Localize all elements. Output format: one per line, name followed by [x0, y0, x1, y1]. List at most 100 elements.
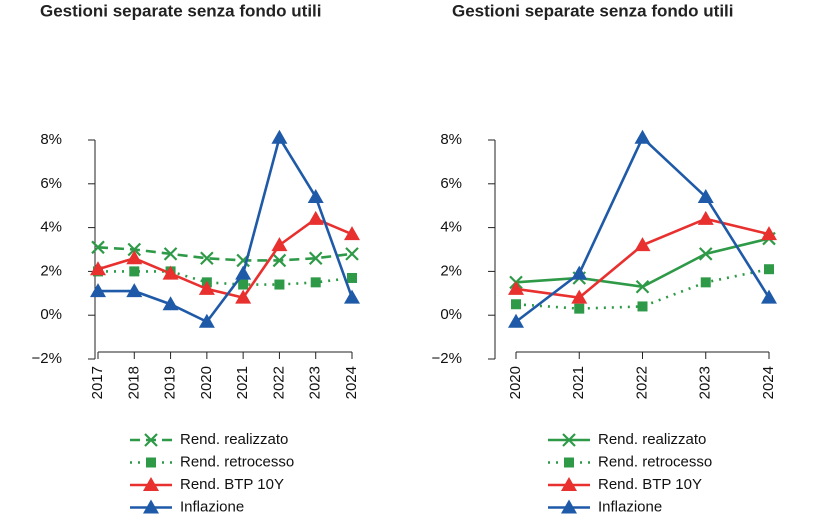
- marker: [635, 279, 650, 294]
- y-tick-label: 0%: [440, 306, 462, 323]
- series-line: [98, 270, 353, 286]
- x-tick-label: 2024: [760, 366, 777, 399]
- marker: [561, 477, 577, 491]
- x-tick-label: 2022: [633, 366, 650, 399]
- x-tick-label: 2021: [570, 366, 587, 399]
- y-tick-label: 4%: [440, 219, 462, 236]
- y-tick-label: 0%: [40, 306, 62, 323]
- x-tick-label: 2020: [198, 366, 215, 399]
- marker: [146, 457, 156, 468]
- y-tick-label: −2%: [32, 350, 62, 367]
- marker: [571, 265, 588, 280]
- marker: [508, 280, 524, 295]
- legend-label: Rend. realizzato: [598, 431, 706, 448]
- legend-label: Rend. BTP 10Y: [598, 476, 702, 493]
- marker: [345, 247, 359, 261]
- marker: [634, 129, 651, 144]
- marker: [162, 296, 179, 311]
- marker: [126, 250, 143, 265]
- marker: [761, 226, 777, 241]
- x-tick-label: 2023: [307, 366, 324, 399]
- marker: [344, 226, 360, 241]
- marker: [508, 313, 524, 328]
- marker-stroke: [91, 240, 105, 255]
- marker: [238, 279, 249, 290]
- marker: [697, 188, 714, 203]
- marker: [91, 240, 105, 255]
- chart-title: Gestioni separate senza fondo utili: [452, 1, 734, 20]
- chart-title: Gestioni separate senza fondo utili: [40, 1, 322, 20]
- marker: [574, 303, 585, 314]
- marker: [308, 251, 323, 266]
- series-line: [98, 134, 354, 324]
- marker-stroke: [144, 433, 158, 447]
- marker: [561, 499, 577, 514]
- series-line: [97, 246, 353, 262]
- marker: [198, 313, 215, 328]
- x-tick-label: 2024: [343, 366, 360, 399]
- marker: [307, 210, 324, 225]
- marker: [271, 129, 288, 144]
- y-tick-label: 8%: [440, 131, 462, 148]
- x-tick-label: 2020: [507, 366, 524, 399]
- marker-stroke: [308, 251, 323, 266]
- marker-stroke: [200, 251, 214, 266]
- marker: [163, 247, 178, 261]
- marker: [162, 265, 179, 280]
- marker-stroke: [272, 253, 287, 268]
- y-tick-label: 4%: [40, 219, 62, 236]
- marker: [198, 280, 215, 295]
- marker: [274, 279, 285, 290]
- legend-label: Rend. retrocesso: [180, 453, 294, 470]
- x-tick-label: 2018: [125, 366, 142, 399]
- marker: [637, 301, 648, 312]
- y-tick-label: 2%: [440, 262, 462, 279]
- marker: [697, 210, 714, 225]
- marker: [272, 253, 287, 268]
- x-tick-label: 2022: [270, 366, 287, 399]
- marker: [698, 247, 713, 261]
- marker: [700, 277, 711, 288]
- marker-stroke: [562, 433, 576, 447]
- marker: [764, 264, 774, 275]
- marker: [143, 499, 159, 514]
- marker: [235, 289, 252, 304]
- marker-stroke: [127, 242, 142, 257]
- marker: [90, 261, 106, 276]
- marker: [129, 266, 140, 277]
- y-tick-label: 6%: [440, 175, 462, 192]
- marker: [90, 283, 106, 298]
- x-tick-label: 2021: [234, 366, 251, 399]
- marker: [761, 289, 777, 304]
- marker: [200, 251, 214, 266]
- y-tick-label: 2%: [40, 262, 62, 279]
- marker-stroke: [163, 247, 178, 261]
- marker: [144, 433, 158, 447]
- legend-label: Rend. realizzato: [180, 431, 288, 448]
- x-tick-label: 2017: [89, 366, 106, 399]
- marker: [307, 188, 324, 203]
- marker: [634, 237, 651, 252]
- marker: [511, 299, 521, 310]
- marker: [344, 289, 360, 304]
- y-tick-label: −2%: [432, 350, 462, 367]
- marker-stroke: [698, 247, 713, 261]
- marker: [310, 277, 321, 288]
- y-tick-label: 8%: [40, 131, 62, 148]
- marker: [126, 283, 143, 298]
- marker: [347, 272, 357, 283]
- marker: [564, 457, 574, 468]
- legend-label: Rend. BTP 10Y: [180, 476, 284, 493]
- legend-label: Inflazione: [598, 498, 662, 515]
- y-tick-label: 6%: [40, 175, 62, 192]
- marker: [271, 237, 288, 252]
- series-line: [515, 135, 771, 323]
- marker: [562, 433, 576, 447]
- legend-label: Rend. retrocesso: [598, 453, 712, 470]
- marker-stroke: [345, 247, 359, 261]
- marker-stroke: [635, 279, 650, 294]
- marker: [127, 242, 142, 257]
- x-tick-label: 2023: [697, 366, 714, 399]
- marker: [143, 477, 159, 491]
